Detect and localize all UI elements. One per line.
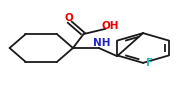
Text: F: F (146, 58, 154, 68)
Text: NH: NH (93, 38, 111, 48)
Text: O: O (64, 13, 73, 23)
Text: OH: OH (102, 21, 119, 31)
